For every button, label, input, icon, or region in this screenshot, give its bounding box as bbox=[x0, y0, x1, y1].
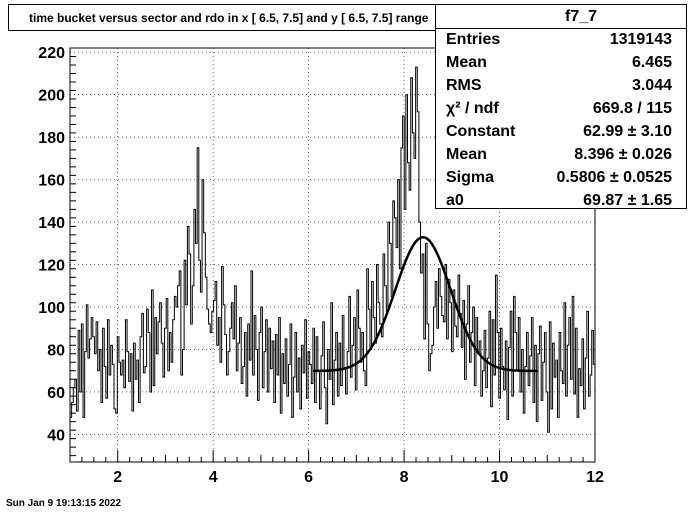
stats-label: RMS bbox=[446, 77, 482, 94]
stats-label: Sigma bbox=[446, 169, 495, 186]
x-tick-label: 2 bbox=[113, 469, 122, 486]
stats-value: 3.044 bbox=[631, 77, 672, 94]
y-tick-label: 220 bbox=[38, 45, 65, 62]
stats-value: 6.465 bbox=[631, 54, 672, 71]
y-tick-label: 60 bbox=[47, 385, 65, 402]
stats-label: a0 bbox=[446, 192, 464, 209]
stats-row-chi2: χ² / ndf 669.8 / 115 bbox=[436, 98, 686, 121]
fit-curve bbox=[313, 236, 538, 373]
stats-value: 669.8 / 115 bbox=[592, 100, 672, 117]
stats-row-a0: a0 69.87 ± 1.65 bbox=[436, 190, 686, 213]
stats-value: 62.99 ± 3.10 bbox=[583, 123, 672, 140]
stats-row-constant: Constant 62.99 ± 3.10 bbox=[436, 121, 686, 144]
stats-label: χ² / ndf bbox=[446, 100, 499, 117]
stats-value: 8.396 ± 0.026 bbox=[574, 146, 672, 163]
stats-value: 1319143 bbox=[609, 31, 672, 48]
x-tick-label: 4 bbox=[209, 469, 218, 486]
plot-title-text: time bucket versus sector and rdo in x [… bbox=[29, 10, 429, 25]
stats-row-fit-mean: Mean 8.396 ± 0.026 bbox=[436, 144, 686, 167]
stats-row-sigma: Sigma 0.5806 ± 0.0525 bbox=[436, 167, 686, 190]
x-tick-label: 12 bbox=[586, 469, 604, 486]
y-tick-label: 120 bbox=[38, 258, 65, 275]
stats-row-entries: Entries 1319143 bbox=[436, 29, 686, 52]
stats-label: Mean bbox=[446, 146, 487, 163]
y-tick-label: 80 bbox=[47, 342, 65, 359]
stats-label: Constant bbox=[446, 123, 516, 140]
x-tick-label: 6 bbox=[304, 469, 313, 486]
stats-name: f7_7 bbox=[436, 5, 686, 29]
y-tick-label: 180 bbox=[38, 130, 65, 147]
axes bbox=[69, 47, 596, 463]
fit-curve-series bbox=[313, 236, 538, 373]
tick-labels: 2 4 6 8 10 12 40 60 80 100 120 140 160 180 200 220 bbox=[38, 45, 604, 486]
stats-row-rms: RMS 3.044 bbox=[436, 75, 686, 98]
y-tick-label: 100 bbox=[38, 300, 65, 317]
histogram-series bbox=[70, 66, 595, 433]
y-tick-label: 140 bbox=[38, 215, 65, 232]
y-tick-label: 200 bbox=[38, 88, 65, 105]
stats-box: f7_7 Entries 1319143 Mean 6.465 RMS 3.04… bbox=[435, 4, 687, 209]
histogram-line bbox=[70, 66, 595, 433]
x-tick-label: 8 bbox=[400, 469, 409, 486]
y-tick-label: 160 bbox=[38, 173, 65, 190]
timestamp: Sun Jan 9 19:13:15 2022 bbox=[6, 498, 122, 509]
stats-row-mean: Mean 6.465 bbox=[436, 52, 686, 75]
y-tick-label: 40 bbox=[47, 427, 65, 444]
stats-label: Mean bbox=[446, 54, 487, 71]
x-tick-label: 10 bbox=[491, 469, 509, 486]
stats-label: Entries bbox=[446, 31, 501, 48]
plot-title: time bucket versus sector and rdo in x [… bbox=[8, 4, 498, 31]
stats-value: 0.5806 ± 0.0525 bbox=[556, 169, 672, 186]
stats-value: 69.87 ± 1.65 bbox=[583, 192, 672, 209]
